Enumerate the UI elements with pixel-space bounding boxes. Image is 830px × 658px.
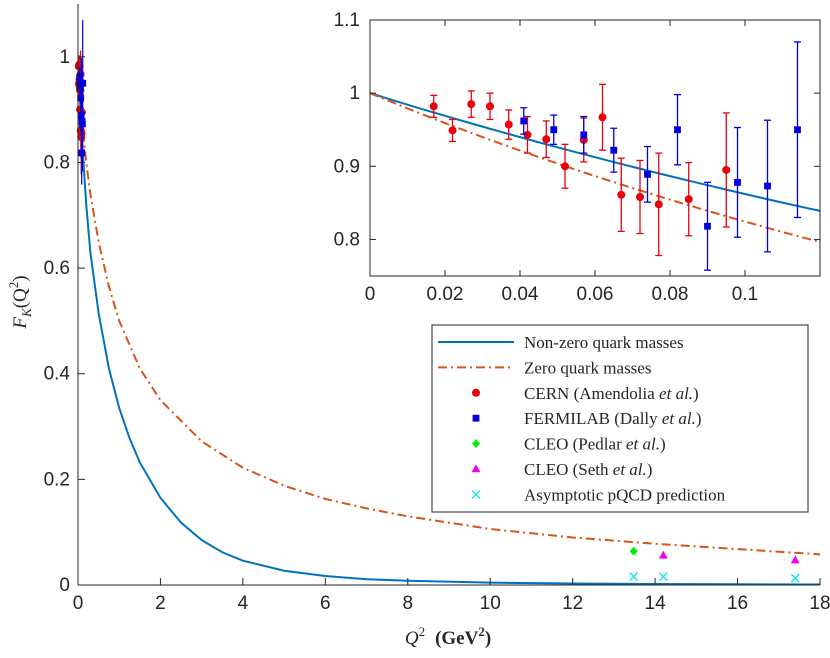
legend-label-4: CLEO (Pedlar et al.)	[524, 435, 666, 454]
main-point-triangle	[790, 555, 800, 564]
inset-point-square	[674, 126, 681, 134]
inset-x-tick-label: 0	[365, 284, 376, 305]
inset-point-circle	[617, 190, 626, 199]
inset-x-tick-label: 0.04	[502, 284, 539, 305]
inset-point-circle	[523, 130, 532, 139]
inset-y-tick-label: 1	[349, 83, 360, 104]
y-axis-label: FK(Q2)	[6, 275, 34, 329]
x-label-var: Q	[405, 628, 419, 649]
inset-point-circle	[448, 126, 457, 135]
inset-ticks: 0 0.02 0.04 0.06 0.08 0.1 0.8 0.9 1 1.1	[334, 10, 820, 305]
legend-label-2: CERN (Amendolia et al.)	[524, 384, 699, 403]
main-axes	[77, 4, 820, 586]
inset-point-circle	[561, 162, 569, 171]
main-x-tick-label: 18	[809, 593, 830, 614]
y-label-sub: K	[19, 307, 34, 318]
inset-point-square	[550, 126, 558, 134]
inset-point-circle	[429, 102, 438, 111]
main-y-tick-label: 1	[59, 47, 70, 68]
main-point-square	[79, 79, 87, 87]
main-point-x	[629, 572, 639, 582]
main-y-tick-label: 0.4	[44, 364, 71, 385]
main-markers	[74, 19, 800, 583]
inset-point-circle	[486, 102, 494, 111]
inset-point-square	[610, 146, 618, 154]
legend-label-0: Non-zero quark masses	[524, 333, 684, 352]
inset-x-tick-label: 0.06	[577, 284, 614, 305]
legend-key-triangle	[471, 464, 481, 473]
inset-point-circle	[542, 135, 551, 144]
inset-point-circle	[636, 193, 644, 202]
x-label-close: )	[485, 628, 491, 649]
legend-key-diamond	[472, 439, 480, 448]
main-y-tick-label: 0	[59, 575, 70, 596]
main-y-tick-label: 0.6	[44, 258, 70, 279]
legend-label-5: CLEO (Seth et al.)	[524, 460, 652, 479]
main-x-tick-label: 16	[727, 593, 748, 614]
inset-point-circle	[467, 100, 476, 109]
main-x-tick-label: 8	[402, 593, 413, 614]
y-label-f: F	[10, 317, 31, 330]
inset-y-tick-label: 0.8	[334, 229, 360, 250]
x-label-unit-exp: 2	[478, 624, 485, 639]
legend-key-x	[471, 489, 481, 499]
main-x-tick-label: 2	[155, 593, 166, 614]
inset-y-tick-label: 1.1	[334, 10, 360, 31]
main-point-diamond	[629, 546, 638, 556]
legend-box	[431, 324, 809, 513]
inset-markers	[429, 41, 801, 271]
inset-series-line-1	[370, 92, 820, 244]
legend-label-3: FERMILAB (Dally et al.)	[524, 409, 702, 428]
main-x-tick-label: 0	[73, 593, 84, 614]
inset-y-tick-label: 0.9	[334, 156, 360, 177]
legend-key-square	[472, 414, 480, 422]
main-series-line-0	[78, 56, 820, 585]
main-x-tick-label: 12	[562, 593, 583, 614]
main-point-x	[790, 573, 800, 583]
main-point-triangle	[658, 550, 668, 559]
inset-point-square	[520, 117, 528, 125]
inset-plot: 0 0.02 0.04 0.06 0.08 0.1 0.8 0.9 1 1.1	[334, 10, 821, 305]
main-x-tick-label: 10	[480, 593, 501, 614]
main-y-tick-label: 0.8	[44, 152, 70, 173]
inset-x-tick-label: 0.1	[732, 284, 758, 305]
inset-curves	[370, 92, 820, 244]
y-label-exp: 2	[6, 282, 21, 289]
inset-background	[370, 18, 820, 284]
inset-point-circle	[504, 120, 513, 129]
legend-label-1: Zero quark masses	[524, 358, 651, 377]
main-curves	[78, 56, 820, 585]
inset-point-square	[764, 182, 771, 190]
legend-label-6: Asymptotic pQCD prediction	[524, 485, 726, 504]
x-label-unit: (GeV	[435, 628, 479, 649]
main-x-tick-label: 4	[238, 593, 249, 614]
inset-point-square	[734, 178, 741, 186]
main-point-square	[77, 112, 85, 119]
inset-point-circle	[598, 113, 607, 122]
inset-point-square	[704, 222, 711, 230]
inset-x-tick-label: 0.02	[427, 284, 464, 305]
legend: Non-zero quark masses Zero quark masses CE…	[431, 324, 809, 513]
inset-point-square	[794, 126, 801, 134]
x-label-exp: 2	[419, 624, 426, 639]
inset-x-tick-label: 0.08	[652, 284, 689, 305]
x-axis-label: Q2 (GeV2)	[405, 624, 491, 649]
legend-key-circle	[472, 388, 480, 397]
y-label-close: )	[10, 275, 31, 281]
main-y-tick-label: 0.2	[44, 469, 70, 490]
inset-series-line-0	[370, 92, 820, 212]
main-x-tick-label: 6	[320, 593, 331, 614]
inset-point-circle	[722, 165, 731, 174]
inset-point-square	[644, 170, 651, 178]
main-point-x	[658, 572, 668, 582]
inset-point-circle	[684, 195, 693, 204]
main-x-tick-label: 14	[645, 593, 667, 614]
inset-point-circle	[654, 200, 663, 209]
inset-point-square	[580, 131, 588, 139]
y-label-open: (Q	[10, 288, 31, 308]
main-series-line-1	[78, 56, 820, 556]
